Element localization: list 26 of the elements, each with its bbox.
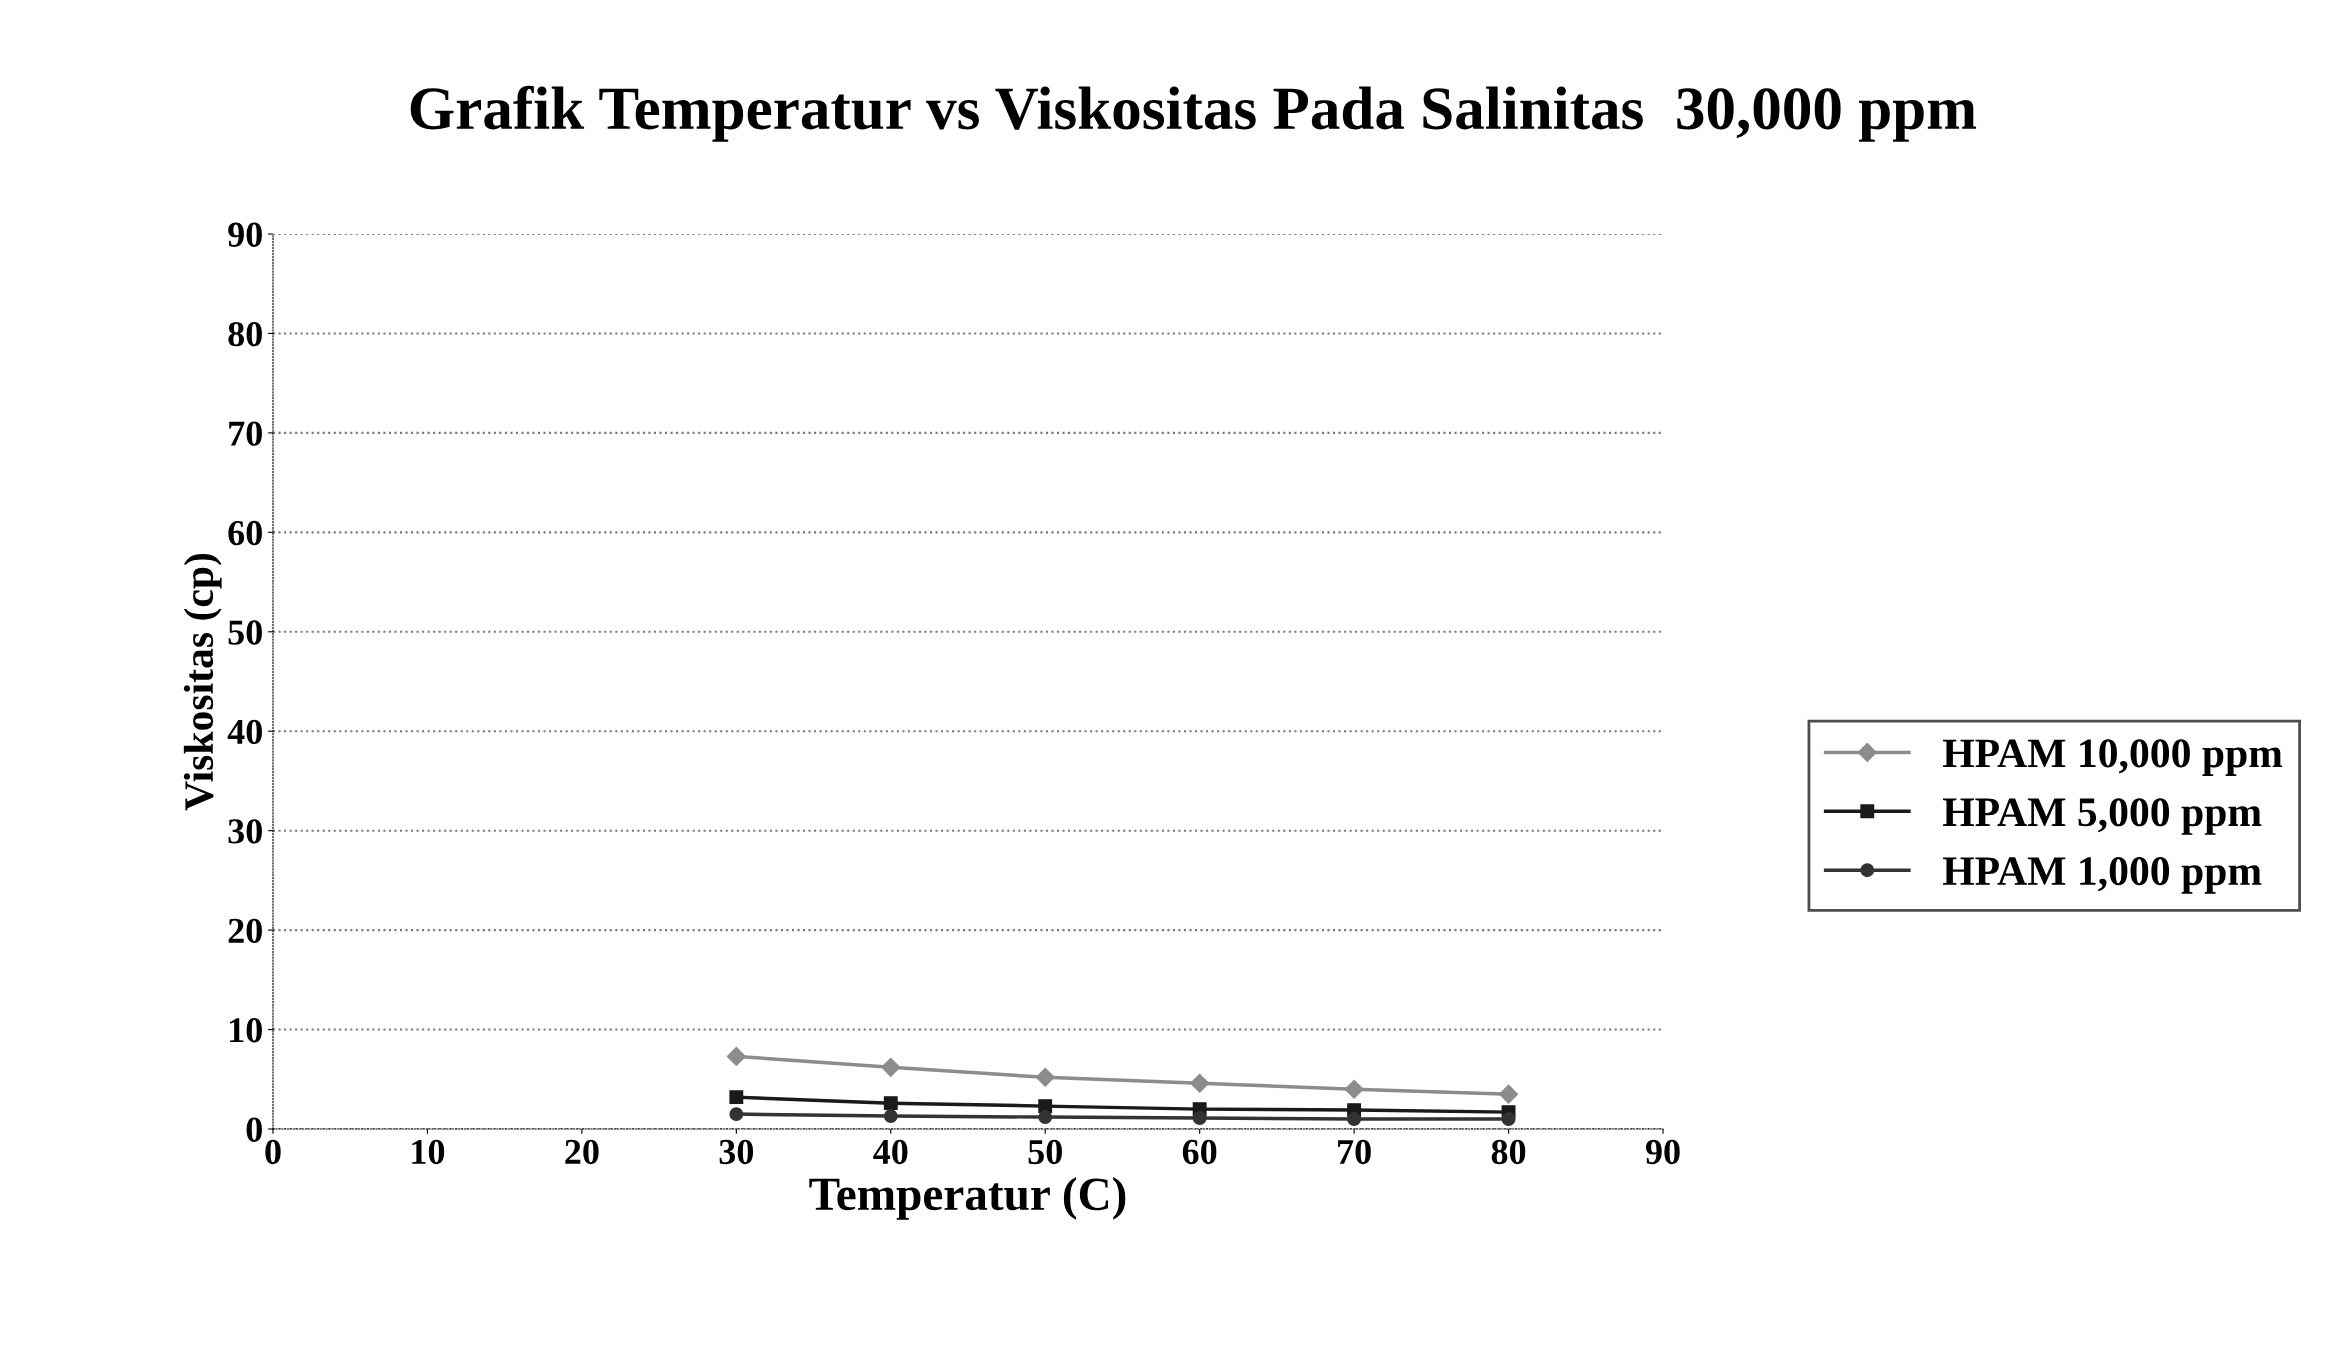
y-tick-label: 90 — [228, 222, 262, 247]
y-tick-label: 60 — [228, 520, 262, 546]
x-axis-title: Temperatur (C) — [809, 1177, 1126, 1220]
legend-label: HPAM 10,000 ppm — [1942, 739, 2283, 776]
y-tick-label: 50 — [228, 620, 262, 645]
y-tick-label: 30 — [228, 819, 262, 844]
legend-label: HPAM 1,000 ppm — [1942, 857, 2262, 894]
x-tick-label: 70 — [1338, 1139, 1371, 1165]
y-tick-label: 20 — [228, 918, 262, 943]
x-tick-label: 80 — [1491, 1139, 1526, 1165]
legend-label: HPAM 5,000 ppm — [1942, 798, 2262, 835]
y-tick-label: 10 — [230, 1018, 262, 1043]
x-tick-label: 60 — [1182, 1139, 1217, 1165]
x-tick-label: 30 — [719, 1139, 754, 1165]
y-tick-label: 80 — [228, 321, 262, 347]
x-tick-label: 90 — [1645, 1139, 1680, 1165]
x-tick-label: 40 — [873, 1139, 908, 1165]
y-axis-title: Viskositas (cp) — [183, 553, 222, 811]
x-tick-label: 0 — [265, 1139, 281, 1165]
chart-title: Grafik Temperatur vs Viskositas Pada Salinitas 30,000 ppm — [410, 85, 1977, 142]
x-tick-label: 50 — [1028, 1139, 1062, 1165]
y-tick-label: 70 — [229, 421, 262, 446]
x-tick-label: 20 — [565, 1139, 599, 1165]
y-tick-label: 40 — [227, 719, 262, 745]
x-tick-label: 10 — [412, 1139, 445, 1165]
y-tick-label: 0 — [246, 1117, 262, 1142]
